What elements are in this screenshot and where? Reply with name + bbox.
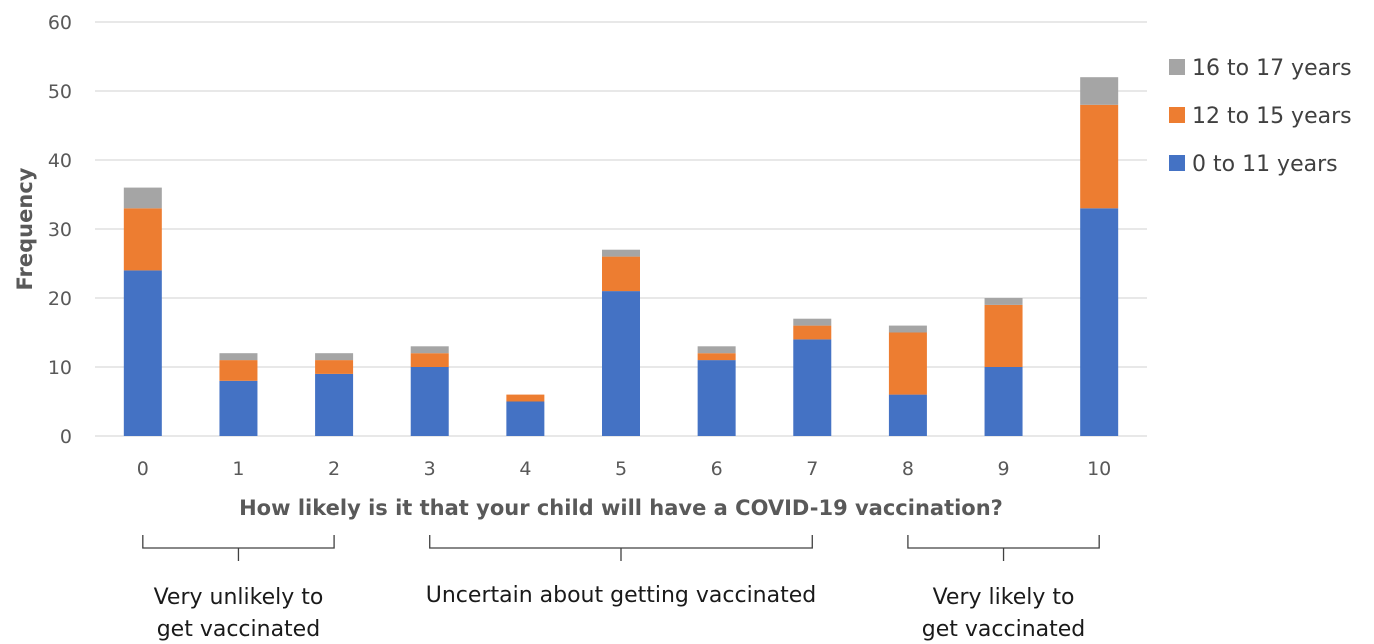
legend-label: 12 to 15 years (1192, 104, 1352, 129)
bar-segment-0-to-11-years-4 (506, 401, 545, 436)
y-tick-label: 40 (48, 150, 72, 172)
group-bracket (429, 535, 813, 561)
group-bracket (907, 535, 1100, 561)
bar-segment-0-to-11-years-5 (602, 291, 640, 436)
bar-segment-16-to-17-years-8 (888, 325, 927, 333)
x-tick-label: 7 (806, 458, 818, 480)
x-tick-label: 0 (137, 458, 149, 480)
bar-segment-12-to-15-years-10 (1080, 104, 1119, 209)
group-label: get vaccinated (157, 617, 320, 642)
y-tick-label: 60 (48, 12, 72, 34)
bar-segment-0-to-11-years-9 (984, 367, 1023, 436)
bar-segment-16-to-17-years-10 (1080, 77, 1119, 105)
bar-segment-12-to-15-years-6 (697, 353, 736, 361)
y-tick-label: 0 (60, 426, 72, 448)
bar-segment-12-to-15-years-8 (888, 332, 927, 395)
legend-swatch (1169, 59, 1185, 75)
bar-segment-0-to-11-years-2 (315, 373, 354, 436)
bar-segment-0-to-11-years-0 (123, 270, 162, 436)
bar-segment-16-to-17-years-9 (984, 298, 1023, 305)
x-tick-label: 2 (328, 458, 340, 480)
bars (123, 77, 1119, 436)
bar-segment-12-to-15-years-5 (602, 256, 640, 292)
x-tick-label: 4 (519, 458, 531, 480)
bar-segment-16-to-17-years-1 (219, 353, 258, 361)
bar-segment-12-to-15-years-7 (793, 325, 832, 340)
bar-segment-12-to-15-years-2 (315, 360, 354, 374)
bar-segment-12-to-15-years-1 (219, 360, 258, 381)
bar-segment-0-to-11-years-8 (888, 394, 927, 436)
x-tick-label: 1 (232, 458, 244, 480)
x-tick-label: 9 (997, 458, 1009, 480)
bar-segment-16-to-17-years-0 (123, 187, 162, 209)
x-tick-label: 5 (615, 458, 627, 480)
legend-label: 0 to 11 years (1192, 152, 1338, 177)
y-tick-label: 20 (48, 288, 72, 310)
y-tick-label: 50 (48, 81, 72, 103)
bar-segment-12-to-15-years-4 (506, 394, 545, 402)
group-label: get vaccinated (922, 617, 1085, 642)
group-label: Uncertain about getting vaccinated (426, 583, 816, 608)
bar-segment-0-to-11-years-3 (410, 367, 449, 436)
bar-segment-12-to-15-years-3 (410, 353, 449, 367)
bar-segment-16-to-17-years-6 (697, 346, 736, 354)
bar-segment-0-to-11-years-6 (697, 360, 736, 436)
bar-segment-0-to-11-years-1 (219, 380, 258, 436)
bar-segment-12-to-15-years-0 (123, 208, 162, 271)
y-tick-label: 10 (48, 357, 72, 379)
group-label: Very unlikely to (154, 585, 324, 610)
bar-segment-16-to-17-years-5 (602, 249, 640, 257)
x-tick-label: 8 (902, 458, 914, 480)
x-axis-title: How likely is it that your child will ha… (239, 496, 1003, 520)
legend: 16 to 17 years 12 to 15 years 0 to 11 year… (1169, 56, 1352, 177)
y-axis-ticks: 0 10 20 30 40 50 60 (48, 12, 72, 448)
group-brackets: Very unlikely to get vaccinated Uncertain … (142, 535, 1100, 642)
bar-segment-16-to-17-years-3 (410, 346, 449, 354)
bar-segment-16-to-17-years-2 (315, 353, 354, 361)
x-axis-ticks: 0 1 2 3 4 5 6 7 8 9 10 (137, 458, 1112, 480)
y-tick-label: 30 (48, 219, 72, 241)
bar-segment-16-to-17-years-7 (793, 318, 832, 326)
x-tick-label: 6 (711, 458, 723, 480)
bar-segment-0-to-11-years-7 (793, 339, 832, 436)
group-label: Very likely to (933, 585, 1075, 610)
y-axis-title: Frequency (13, 167, 37, 290)
bar-segment-0-to-11-years-10 (1080, 208, 1119, 436)
bar-segment-12-to-15-years-9 (984, 304, 1023, 367)
legend-label: 16 to 17 years (1192, 56, 1352, 81)
legend-swatch (1169, 155, 1185, 171)
x-tick-label: 10 (1087, 458, 1111, 480)
x-tick-label: 3 (424, 458, 436, 480)
group-bracket (142, 535, 335, 561)
legend-swatch (1169, 107, 1185, 123)
